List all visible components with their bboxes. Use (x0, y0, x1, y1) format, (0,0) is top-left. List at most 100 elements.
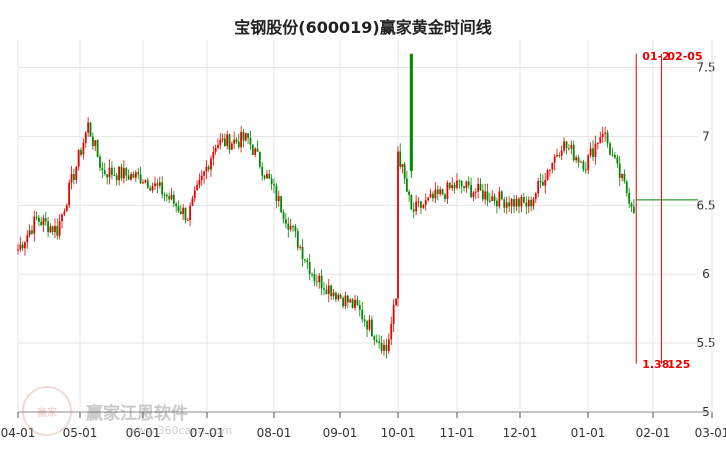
candle-body (325, 289, 328, 295)
x-tick-label: 01-01 (571, 426, 606, 440)
candle-body (434, 189, 437, 199)
candle-body (356, 299, 359, 306)
candle-body (127, 175, 130, 180)
brand-seal-icon: 赢家 (22, 386, 72, 436)
candle-body (429, 193, 432, 198)
candle-body (441, 189, 444, 195)
x-tick-label: 05-01 (63, 426, 98, 440)
candle-body (230, 143, 233, 150)
candle-body (89, 122, 92, 137)
candle-body (308, 262, 311, 275)
candle-body (282, 212, 285, 220)
candle-body (323, 288, 325, 290)
candle-body (175, 203, 178, 207)
candle-body (363, 319, 366, 322)
candle-body (522, 197, 525, 203)
candle-body (486, 191, 489, 201)
candle-body (17, 249, 19, 251)
time-marker-date-label: 01-2 (642, 50, 670, 63)
candle-body (58, 221, 61, 236)
candle-body (518, 198, 520, 207)
time-marker-value-label: 125 (667, 358, 690, 371)
candle-body (539, 181, 542, 183)
candle-body (395, 298, 397, 306)
candle-body (500, 191, 503, 200)
y-tick-label: 5.5 (696, 336, 715, 350)
candle-body (51, 226, 54, 233)
candle-body (349, 299, 352, 303)
candle-body (151, 186, 154, 191)
candle-body (292, 226, 294, 228)
candle-body (436, 189, 439, 195)
candle-body (242, 131, 245, 141)
candle-body (306, 260, 309, 263)
candle-body (137, 172, 140, 175)
candle-body (249, 137, 252, 145)
candle-body (589, 148, 592, 156)
candle-body (332, 292, 335, 297)
candle-body (299, 246, 302, 248)
candle-body (130, 174, 132, 180)
candle-body (28, 230, 31, 236)
candle-body (134, 172, 137, 178)
x-tick-label: 11-01 (440, 426, 475, 440)
x-tick-label: 10-01 (381, 426, 416, 440)
candle-body (196, 184, 198, 191)
candle-body (628, 193, 631, 204)
candle-body (42, 218, 45, 226)
candle-body (261, 166, 264, 176)
candle-body (403, 164, 406, 179)
candle-body (212, 151, 215, 159)
candle-body (565, 141, 568, 149)
candle-body (361, 309, 364, 320)
candle-body (625, 181, 628, 194)
candle-body (520, 197, 523, 207)
candle-body (392, 305, 395, 324)
candle-body (186, 220, 189, 222)
candle-body (549, 169, 551, 171)
candle-body (170, 194, 173, 200)
watermark: 赢家 赢家江恩软件 (22, 386, 188, 436)
candle-body (366, 321, 368, 330)
candle-body (472, 192, 475, 197)
candle-body (380, 342, 383, 351)
candle-body (496, 200, 498, 207)
spike-candle (409, 53, 413, 171)
candle-body (311, 274, 313, 276)
candle-body (358, 305, 361, 310)
candle-body (165, 194, 168, 197)
candle-body (84, 132, 87, 143)
candle-body (108, 167, 111, 178)
candle-body (405, 178, 408, 192)
candle-body (113, 174, 116, 176)
candle-body (616, 157, 619, 164)
candle-body (205, 166, 208, 172)
candle-body (422, 205, 425, 208)
candle-body (247, 133, 249, 138)
candle-body (556, 154, 558, 157)
candle-body (217, 144, 219, 149)
watermark-brand: 赢家江恩软件 (86, 403, 188, 424)
candle-body (599, 137, 602, 144)
candle-body (420, 201, 422, 208)
candle-body (553, 156, 556, 163)
candle-body (70, 174, 73, 183)
candle-body (179, 211, 182, 214)
candle-body (154, 183, 156, 187)
candle-body (465, 181, 468, 189)
candle-body (335, 292, 337, 300)
candle-body (408, 191, 411, 196)
candle-body (33, 216, 36, 234)
candle-body (541, 182, 544, 186)
x-tick-label: 07-01 (190, 426, 225, 440)
candle-body (21, 244, 24, 249)
candle-body (304, 259, 306, 261)
y-tick-label: 6 (702, 267, 710, 281)
candle-body (544, 179, 547, 186)
candle-body (601, 133, 604, 138)
candle-body (75, 166, 78, 181)
candle-body (149, 187, 152, 191)
candle-body (228, 134, 231, 150)
candle-body (467, 181, 470, 186)
candle-body (427, 197, 430, 201)
